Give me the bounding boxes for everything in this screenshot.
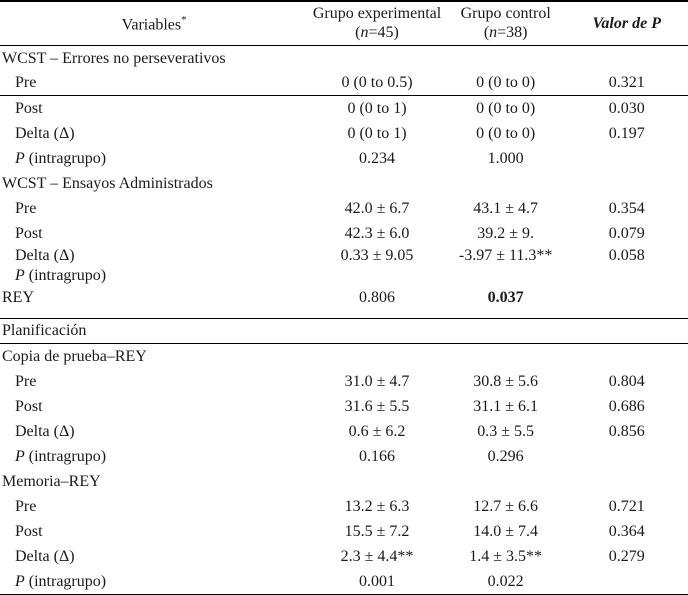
cell: 43.1 ± 4.7 — [473, 199, 539, 217]
cell: 0.856 — [608, 422, 645, 440]
cell: 0 (0 to 0) — [476, 124, 536, 142]
row-label: Post — [15, 397, 43, 415]
cell: 0.804 — [608, 372, 645, 390]
section-label: Planificación — [2, 322, 87, 339]
row-label: Pre — [15, 372, 37, 390]
table-header-row: Variables* Grupo experimental (n=45) Gru… — [0, 2, 688, 46]
table-row-pre: Pre 0 (0 to 0.5) 0 (0 to 0) 0.321 — [0, 71, 688, 96]
section-label: Copia de prueba–REY — [2, 347, 147, 365]
cell: 0 (0 to 1) — [347, 99, 407, 117]
row-label: Pre — [15, 74, 37, 91]
cell: 12.7 ± 6.6 — [473, 497, 539, 515]
row-label: P (intragrupo) — [15, 149, 107, 167]
cell: 31.6 ± 5.5 — [344, 397, 410, 415]
cell: 14.0 ± 7.4 — [473, 522, 539, 540]
section-label: Memoria–REY — [2, 472, 101, 490]
row-label: Delta (Δ) — [15, 247, 75, 264]
cell: -3.97 ± 11.3** — [458, 247, 553, 264]
table-row-p-intragrupo: P (intragrupo) 0.001 0.022 — [0, 569, 688, 594]
cell: 0.686 — [608, 397, 645, 415]
cell: 0 (0 to 0.5) — [341, 74, 413, 91]
table-row-pre: Pre 31.0 ± 4.7 30.8 ± 5.6 0.804 — [0, 369, 688, 394]
table-row-pre: Pre 13.2 ± 6.3 12.7 ± 6.6 0.721 — [0, 494, 688, 519]
cell: 0.806 — [359, 288, 396, 306]
cell: 0.058 — [608, 247, 645, 264]
cell: 1.4 ± 3.5** — [469, 547, 543, 565]
cell: 42.0 ± 6.7 — [344, 199, 410, 217]
table-row-post: Post 31.6 ± 5.5 31.1 ± 6.1 0.686 — [0, 394, 688, 419]
table-row-delta: Delta (Δ) 2.3 ± 4.4** 1.4 ± 3.5** 0.279 — [0, 544, 688, 569]
row-label: P (intragrupo) — [15, 267, 107, 284]
table-row-pre: Pre 42.0 ± 6.7 43.1 ± 4.7 0.354 — [0, 196, 688, 221]
cell: 0.030 — [608, 99, 645, 117]
cell: 30.8 ± 5.6 — [473, 372, 539, 390]
table-row-rey: REY 0.806 0.037 — [0, 286, 688, 309]
col-header-control-n: (n=38) — [483, 24, 528, 41]
table-row-delta: Delta (Δ) 0.6 ± 6.2 0.3 ± 5.5 0.856 — [0, 419, 688, 444]
table-row-post: Post 15.5 ± 7.2 14.0 ± 7.4 0.364 — [0, 519, 688, 544]
cell: 42.3 ± 6.0 — [344, 224, 410, 242]
table-row-delta: Delta (Δ) 0 (0 to 1) 0 (0 to 0) 0.197 — [0, 121, 688, 146]
cell: 0.33 ± 9.05 — [340, 247, 414, 264]
row-label: Post — [15, 522, 43, 540]
row-label: Delta (Δ) — [15, 422, 75, 440]
row-label: P (intragrupo) — [15, 447, 107, 465]
cell: 0.3 ± 5.5 — [477, 422, 535, 440]
cell: 0 (0 to 0) — [476, 74, 536, 91]
cell: 0.022 — [487, 572, 524, 590]
table-row-p-intragrupo: P (intragrupo) 0.234 1.000 — [0, 146, 688, 171]
col-header-control-title: Grupo control — [460, 5, 551, 22]
cell: 0.6 ± 6.2 — [348, 422, 406, 440]
section-row-copia-rey: Copia de prueba–REY — [0, 344, 688, 369]
section-row-wcst-ensayos: WCST – Ensayos Administrados — [0, 171, 688, 196]
row-label: Pre — [15, 497, 37, 515]
cell: 31.1 ± 6.1 — [473, 397, 539, 415]
cell: 0.166 — [359, 447, 396, 465]
col-header-experimental-title: Grupo experimental — [312, 5, 442, 22]
cell: 31.0 ± 4.7 — [344, 372, 410, 390]
section-label: WCST – Ensayos Administrados — [2, 174, 213, 192]
cell: 2.3 ± 4.4** — [340, 547, 414, 565]
col-header-experimental-n: (n=45) — [355, 24, 399, 41]
cell: 0.001 — [359, 572, 396, 590]
cell: 0 (0 to 0) — [476, 99, 536, 117]
cell: 0.354 — [608, 199, 645, 217]
row-label: Delta (Δ) — [15, 124, 75, 142]
cell: 0.364 — [608, 522, 645, 540]
cell: 15.5 ± 7.2 — [344, 522, 410, 540]
cell: 0.296 — [487, 447, 524, 465]
cell: 0.321 — [608, 74, 645, 91]
cell: 0.721 — [608, 497, 645, 515]
table-row-post: Post 42.3 ± 6.0 39.2 ± 9. 0.079 — [0, 221, 688, 246]
table-row-p-intragrupo: P (intragrupo) — [0, 266, 688, 286]
col-header-control: Grupo control (n=38) — [446, 4, 566, 42]
row-label: Post — [15, 224, 43, 242]
section-row-planificacion: Planificación — [0, 318, 688, 344]
cell-significant-pvalue: 0.037 — [487, 288, 524, 306]
row-label: Post — [15, 99, 43, 117]
table-row-delta: Delta (Δ) 0.33 ± 9.05 -3.97 ± 11.3** 0.0… — [0, 246, 688, 266]
col-header-experimental: Grupo experimental (n=45) — [308, 4, 446, 42]
variables-footnote-marker: * — [181, 14, 187, 27]
col-header-variables: Variables* — [121, 14, 187, 34]
cell: 0.279 — [608, 547, 645, 565]
section-label: WCST – Errores no perseverativos — [2, 49, 226, 67]
row-label: P (intragrupo) — [15, 572, 107, 590]
row-label: Pre — [15, 199, 37, 217]
row-label: Delta (Δ) — [15, 547, 75, 565]
table-row-post: Post 0 (0 to 1) 0 (0 to 0) 0.030 — [0, 96, 688, 121]
cell: 0.234 — [359, 149, 396, 167]
cell: 0 (0 to 1) — [347, 124, 407, 142]
row-label: REY — [2, 288, 34, 306]
cell: 0.197 — [608, 124, 645, 142]
cell: 13.2 ± 6.3 — [344, 497, 410, 515]
cell: 1.000 — [487, 149, 524, 167]
table-row-p-intragrupo: P (intragrupo) 0.166 0.296 — [0, 444, 688, 469]
section-row-wcst-errores: WCST – Errores no perseverativos — [0, 46, 688, 71]
section-row-memoria-rey: Memoria–REY — [0, 469, 688, 494]
cell: 0.079 — [608, 224, 645, 242]
cell: 39.2 ± 9. — [477, 224, 535, 242]
col-header-pvalue: Valor de P — [592, 14, 661, 32]
